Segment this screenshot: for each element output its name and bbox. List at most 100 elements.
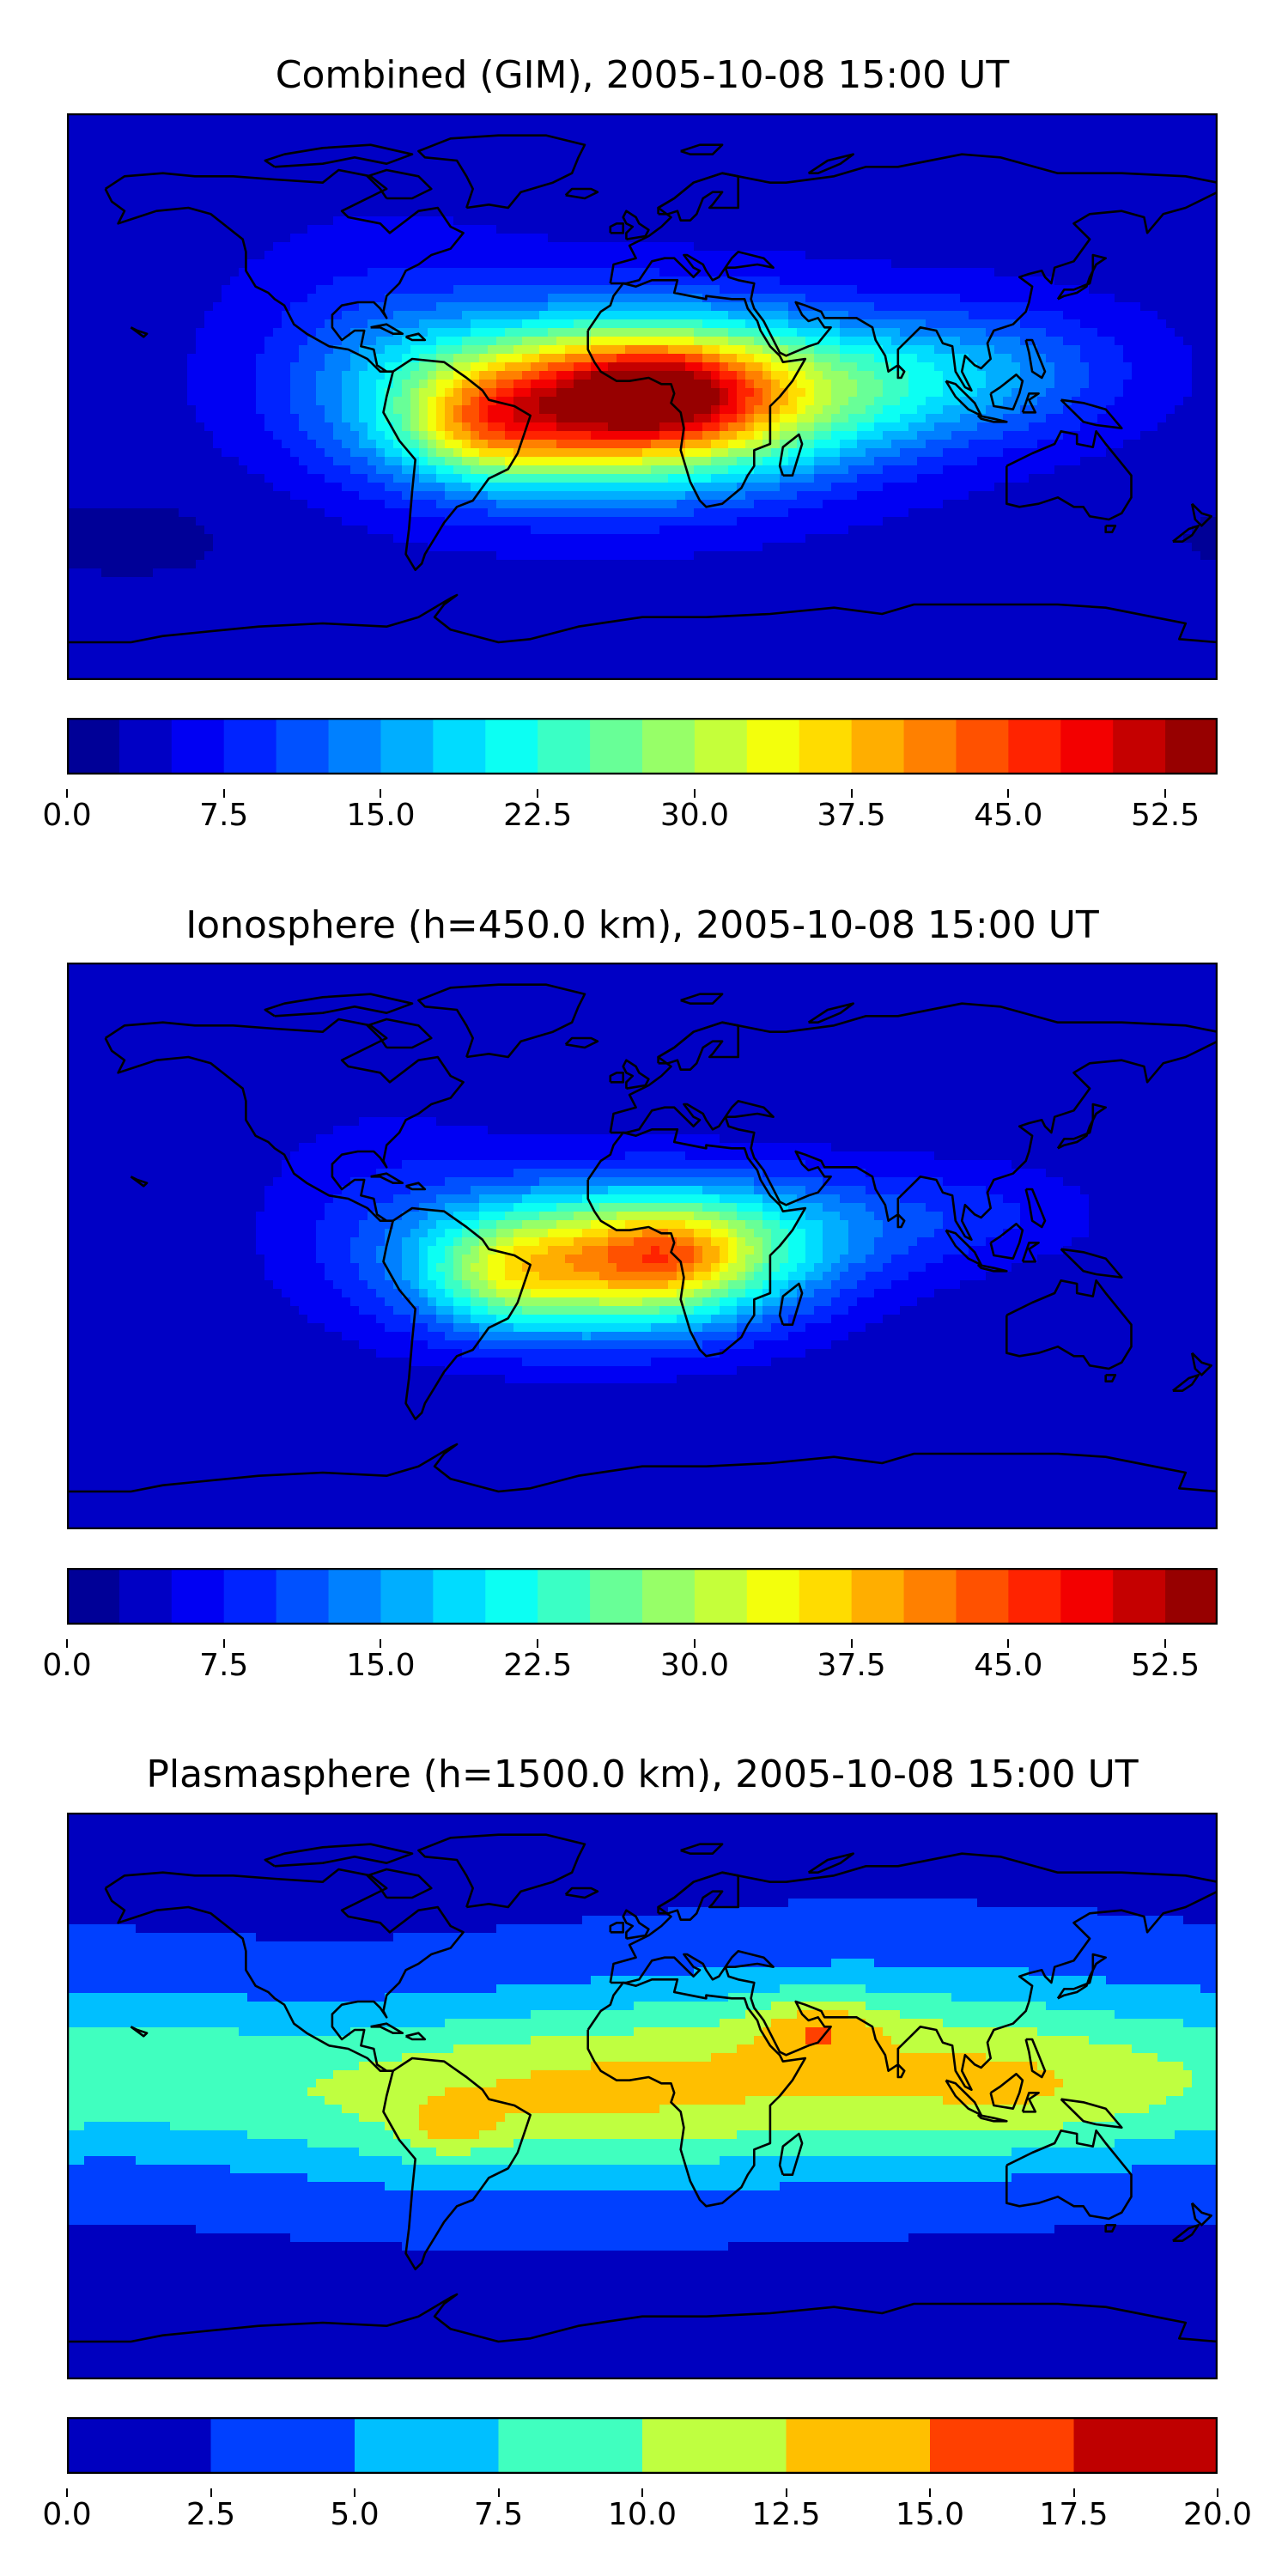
coastline-26 bbox=[130, 2026, 149, 2038]
colorbar-tick-mark bbox=[850, 789, 853, 798]
coastline-27 bbox=[680, 1843, 724, 1855]
colorbar-tick-label: 22.5 bbox=[503, 798, 572, 833]
coastline-23 bbox=[896, 364, 906, 380]
panel-1-colorbar bbox=[66, 717, 1218, 775]
panel-1-map bbox=[67, 113, 1218, 680]
coastline-21 bbox=[1190, 1352, 1212, 1376]
coastline-4 bbox=[382, 357, 532, 571]
panel-2-title: Ionosphere (h=450.0 km), 2005-10-08 15:0… bbox=[67, 903, 1218, 947]
coastlines bbox=[67, 134, 1218, 644]
coastline-14 bbox=[989, 1223, 1024, 1260]
coastline-23 bbox=[896, 1213, 906, 1229]
colorbar-band-5 bbox=[328, 718, 382, 775]
coastline-20 bbox=[1104, 2224, 1117, 2233]
coastline-16 bbox=[1060, 1248, 1123, 1279]
colorbar-band-0 bbox=[67, 1568, 120, 1625]
coastline-15 bbox=[976, 414, 1008, 423]
colorbar-band-3 bbox=[223, 718, 277, 775]
coastline-25 bbox=[405, 1182, 427, 1191]
colorbar-band-12 bbox=[694, 1568, 748, 1625]
colorbar-tick-mark bbox=[497, 2488, 500, 2497]
coastline-29 bbox=[67, 1443, 1218, 1493]
coastline-21 bbox=[1190, 2202, 1212, 2227]
colorbar-tick-mark bbox=[354, 2488, 355, 2497]
colorbar-band-1 bbox=[118, 1568, 173, 1625]
colorbar-band-7 bbox=[433, 1568, 486, 1625]
coastlines bbox=[67, 983, 1218, 1493]
panel-2-colorbar bbox=[66, 1567, 1218, 1625]
panel-1-colorbar-ticks: 0.0 7.5 15.0 22.5 30.0 37.5 45.0 52.5 bbox=[42, 789, 1218, 849]
colorbar-band-17 bbox=[956, 718, 1009, 775]
coastline-1 bbox=[417, 134, 586, 210]
colorbar-band-0 bbox=[67, 2417, 212, 2474]
colorbar-band-20 bbox=[1113, 718, 1166, 775]
coastline-28 bbox=[807, 1852, 854, 1874]
colorbar-band-7 bbox=[1073, 2417, 1218, 2474]
colorbar-band-6 bbox=[380, 1568, 434, 1625]
coastline-11 bbox=[778, 2132, 804, 2176]
coastline-5 bbox=[609, 1852, 1218, 2091]
colorbar-tick-label: 2.5 bbox=[186, 2497, 235, 2532]
colorbar-band-15 bbox=[851, 718, 905, 775]
colorbar-band-5 bbox=[328, 1568, 382, 1625]
coastline-18 bbox=[1021, 2092, 1040, 2113]
colorbar-tick-mark bbox=[66, 2488, 68, 2497]
coastline-4 bbox=[382, 2057, 532, 2270]
colorbar-band-3 bbox=[498, 2417, 643, 2474]
colorbar-frame bbox=[66, 1567, 1218, 1625]
contour-field bbox=[67, 1813, 1218, 2379]
colorbar-tick-mark bbox=[380, 1639, 382, 1648]
panel-2-map bbox=[67, 963, 1218, 1529]
coastline-9 bbox=[564, 187, 599, 200]
colorbar-band-21 bbox=[1165, 1568, 1218, 1625]
coastline-24 bbox=[370, 323, 404, 335]
coastline-19 bbox=[1005, 2129, 1133, 2221]
colorbar-band-19 bbox=[1060, 1568, 1114, 1625]
colorbar-band-5 bbox=[786, 2417, 931, 2474]
colorbar-band-4 bbox=[276, 718, 330, 775]
coastline-11 bbox=[778, 1282, 804, 1326]
panel-2-colorbar-ticks: 0.0 7.5 15.0 22.5 30.0 37.5 45.0 52.5 bbox=[42, 1639, 1218, 1699]
coastline-19 bbox=[1005, 430, 1133, 521]
coastline-25 bbox=[405, 332, 427, 342]
coastline-26 bbox=[130, 326, 149, 338]
colorbar-band-8 bbox=[485, 718, 538, 775]
colorbar-tick-mark bbox=[66, 1639, 68, 1648]
colorbar-band-19 bbox=[1060, 718, 1114, 775]
colorbar-band-20 bbox=[1113, 1568, 1166, 1625]
colorbar-tick-mark bbox=[1164, 789, 1167, 798]
colorbar-tick-label: 45.0 bbox=[974, 798, 1042, 833]
colorbar-tick-label: 45.0 bbox=[974, 1648, 1042, 1683]
colorbar-tick-label: 17.5 bbox=[1039, 2497, 1108, 2532]
coastline-21 bbox=[1190, 502, 1212, 527]
colorbar-band-13 bbox=[746, 1568, 800, 1625]
colorbar-tick-label: 20.0 bbox=[1183, 2497, 1252, 2532]
colorbar-band-2 bbox=[171, 1568, 225, 1625]
coastline-17 bbox=[1024, 1188, 1047, 1229]
colorbar-tick-label: 30.0 bbox=[660, 798, 729, 833]
colorbar-tick-mark bbox=[537, 1639, 539, 1648]
coastline-12 bbox=[1056, 1953, 1107, 2000]
colorbar-band-14 bbox=[799, 718, 853, 775]
colorbar-tick-label: 10.0 bbox=[608, 2497, 677, 2532]
coastline-5 bbox=[609, 153, 1218, 392]
coastline-6 bbox=[657, 172, 739, 222]
coastline-24 bbox=[370, 2022, 404, 2034]
coastline-8 bbox=[609, 1922, 624, 1934]
coastline-1 bbox=[417, 983, 586, 1059]
colorbar-frame bbox=[66, 717, 1218, 775]
panel-1-contour-map bbox=[67, 113, 1218, 680]
coastline-16 bbox=[1060, 2098, 1123, 2129]
map-frame bbox=[67, 1813, 1218, 2379]
colorbar-tick-label: 15.0 bbox=[346, 1648, 415, 1683]
colorbar-band-1 bbox=[210, 2417, 355, 2474]
coastline-17 bbox=[1024, 338, 1047, 380]
colorbar-band-13 bbox=[746, 718, 800, 775]
coastline-27 bbox=[680, 143, 724, 155]
coastline-6 bbox=[657, 1871, 739, 1921]
contour-field bbox=[67, 113, 1218, 680]
coastline-14 bbox=[989, 2073, 1024, 2110]
colorbar-tick-mark bbox=[66, 789, 68, 798]
coastline-3 bbox=[366, 1018, 433, 1049]
colorbar-tick-label: 52.5 bbox=[1131, 798, 1200, 833]
